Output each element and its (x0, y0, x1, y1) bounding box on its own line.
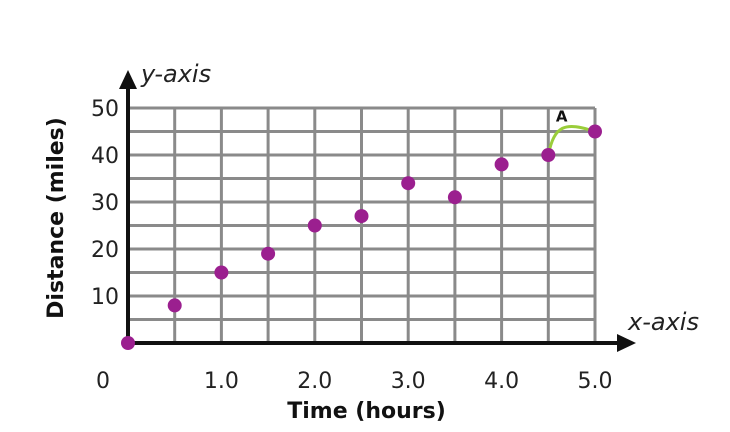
y-tick-label: 40 (91, 144, 119, 169)
x-tick-label: 5.0 (578, 369, 613, 394)
data-point (541, 148, 556, 162)
origin-label: 0 (96, 369, 110, 394)
data-point (167, 298, 182, 313)
grid (128, 106, 597, 343)
y-axis-name: y-axis (140, 60, 211, 88)
x-tick-label: 1.0 (204, 369, 239, 394)
x-tick-label: 2.0 (297, 369, 332, 394)
data-point (214, 265, 229, 280)
annotation-label: A (556, 108, 568, 126)
data-points (121, 124, 602, 350)
y-tick-label: 30 (91, 191, 119, 216)
x-axis-arrow-icon (617, 334, 636, 352)
data-point (588, 124, 602, 139)
x-axis-name: x-axis (627, 308, 699, 336)
data-point (307, 218, 322, 233)
y-axis-title: Distance (miles) (44, 117, 69, 319)
data-point (261, 246, 276, 261)
y-tick-label: 50 (91, 97, 119, 122)
x-tick-label: 4.0 (484, 369, 519, 394)
data-point (401, 176, 416, 191)
data-point (121, 336, 135, 350)
annotation-layer: A (546, 108, 597, 157)
y-tick-label: 10 (91, 285, 119, 310)
annotation-arc (546, 124, 597, 157)
y-tick-label: 20 (91, 238, 119, 263)
data-point (494, 157, 509, 172)
data-point (447, 190, 462, 205)
data-point (354, 209, 369, 224)
y-axis-arrow-icon (119, 70, 137, 89)
x-tick-label: 3.0 (391, 369, 426, 394)
x-axis-title: Time (hours) (287, 399, 446, 424)
tick-labels: 1.0 2.0 3.0 4.0 5.0 10 20 30 40 50 (91, 97, 613, 394)
axes (119, 70, 636, 352)
